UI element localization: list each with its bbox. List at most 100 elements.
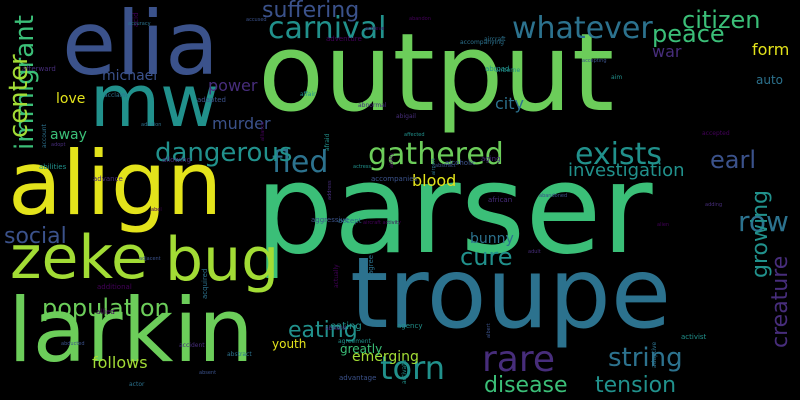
word-youth: youth <box>272 337 307 351</box>
word-aircraft-activity: aircraft activity <box>363 220 401 226</box>
word-airport: airport <box>431 158 437 175</box>
word-actor: actor <box>129 381 145 388</box>
word-gathered: gathered <box>368 137 504 172</box>
word-abnormal: abnormal <box>358 102 387 109</box>
word-fled: fled <box>272 145 329 180</box>
word-aggressive: aggressive <box>311 216 349 224</box>
word-advance: advance <box>93 175 123 183</box>
word-absent: absent <box>199 370 217 376</box>
word-african: african <box>488 196 513 204</box>
word-achieve: achieve <box>365 26 385 32</box>
word-affected: affected <box>404 132 425 138</box>
word-social: social <box>4 224 67 249</box>
word-earl: earl <box>710 146 757 174</box>
word-accident: accident <box>179 342 205 349</box>
word-output: output <box>258 11 615 136</box>
word-blood: blood <box>412 171 457 190</box>
word-row: row <box>738 205 789 238</box>
word-creature: creature <box>768 255 793 348</box>
word-abstract: abstract <box>435 163 456 169</box>
word-form: form <box>752 40 790 59</box>
word-alliance: alliance <box>260 121 266 141</box>
word-abstract: abstract <box>227 351 252 358</box>
word-abandon: abandon <box>409 16 431 22</box>
word-follows: follows <box>92 353 148 372</box>
word-adventure: adventure <box>326 35 362 43</box>
word-adding: adding <box>705 202 723 208</box>
word-address: address <box>327 180 333 200</box>
word-abigail: abigail <box>396 113 416 120</box>
word-disease: disease <box>484 373 568 398</box>
word-carnival: carnival <box>268 11 387 46</box>
word-accept: accept <box>338 217 362 225</box>
word-murder: murder <box>212 114 271 133</box>
word-war: war <box>652 42 682 61</box>
word-account: account <box>41 124 48 148</box>
word-abducted: abducted <box>61 341 85 347</box>
word-albert: albert <box>486 323 492 338</box>
word-allied: allied <box>96 308 115 316</box>
word-larkin: larkin <box>8 279 254 382</box>
word-allowing: allowing <box>162 156 192 164</box>
word-align: align <box>8 132 223 235</box>
word-adaptive: adaptive <box>651 341 658 368</box>
word-agency: agency <box>397 322 423 330</box>
word-power: power <box>208 76 258 95</box>
word-abel: abel <box>151 207 162 213</box>
word-exists: exists <box>575 137 663 172</box>
word-accused: accused <box>246 17 267 23</box>
word-adult: adult <box>528 249 541 255</box>
word-citizen: citizen <box>682 6 761 34</box>
word-eating: eating <box>288 318 358 343</box>
word-agreement: agreement <box>338 338 371 345</box>
word-auto: auto <box>756 73 784 87</box>
word-ability: ability <box>389 152 395 168</box>
word-michael: michael <box>102 68 158 84</box>
word-alien: alien <box>657 222 670 228</box>
word-population: population <box>42 294 170 322</box>
word-acclaim: acclaim <box>104 92 128 99</box>
word-airborne: airborne <box>495 67 521 74</box>
word-bunny: bunny <box>470 231 514 247</box>
word-dangerous: dangerous <box>155 138 293 168</box>
word-whatever: whatever <box>512 11 653 46</box>
word-additional: additional <box>97 283 132 291</box>
word-accompanying: accompanying <box>460 39 504 46</box>
word-acquired: acquired <box>201 268 209 299</box>
word-mw: mw <box>90 59 220 143</box>
word-bug: bug <box>165 225 280 295</box>
word-aircraft: aircraft <box>484 36 506 43</box>
word-emerging: emerging <box>352 349 419 365</box>
word-aging: aging <box>481 155 501 163</box>
word-accompanies: accompanies <box>371 175 418 183</box>
word-abroad: abroad <box>485 65 510 73</box>
word-eating: eating <box>330 321 362 332</box>
word-aim: aim <box>611 74 623 81</box>
word-addition: addition <box>141 122 162 128</box>
word-cure: cure <box>460 243 513 271</box>
word-afraid: afraid <box>324 133 331 151</box>
word-elia: elia <box>62 0 219 95</box>
word-rare: rare <box>482 339 556 380</box>
word-agree: agree <box>367 254 375 275</box>
word-actress: actress <box>353 164 372 170</box>
word-peace: peace <box>652 20 725 48</box>
word-afterward: afterward <box>22 65 56 73</box>
word-abandoned: abandoned <box>539 193 568 199</box>
word-parser: parser <box>255 138 653 282</box>
word-abilities: abilities <box>39 163 67 171</box>
word-suffering: suffering <box>262 0 360 23</box>
word-troupe: troupe <box>350 237 672 351</box>
word-advantage: advantage <box>339 374 377 382</box>
word-accepted: accepted <box>702 130 730 137</box>
word-torn: torn <box>380 349 445 387</box>
word-adjacent: adjacent <box>139 256 161 262</box>
word-accepting: accepting <box>582 58 607 64</box>
word-accuracy: accuracy <box>128 21 151 27</box>
word-love: love <box>56 91 86 107</box>
word-alcoholic: alcoholic <box>445 159 476 167</box>
word-affair: affair <box>300 91 316 98</box>
word-greatly: greatly <box>340 342 383 356</box>
word-tension: tension <box>595 373 677 398</box>
